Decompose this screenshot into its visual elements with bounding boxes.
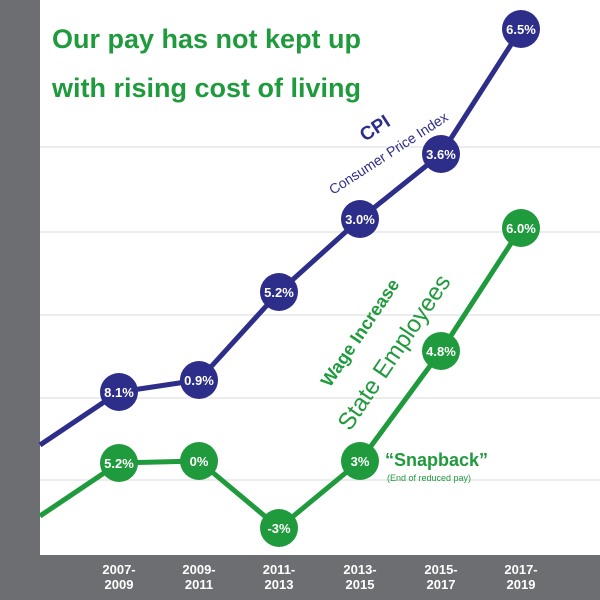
cpi-data-label: 3.6%	[426, 147, 456, 162]
category-axis-bar	[40, 555, 600, 600]
category-label: 2009-2011	[182, 562, 215, 592]
wage-data-label: 6.0%	[506, 221, 536, 236]
cpi-data-label: 8.1%	[104, 385, 134, 400]
cpi-data-label: 5.2%	[264, 285, 294, 300]
cpi-data-label: 3.0%	[345, 212, 375, 227]
category-labels: 2007-2009 2009-2011 2011-2013 2013-2015 2015…	[102, 562, 537, 592]
cpi-data-point	[422, 135, 460, 173]
cpi-data-point	[341, 200, 379, 238]
wage-data-label: -3%	[267, 521, 291, 536]
wage-data-point	[180, 442, 218, 480]
cpi-data-label: 0.9%	[184, 373, 214, 388]
series-layer: 8.1% 0.9% 5.2% 3.0% 3.6% 6.5% 5.2% 0% -3% 3% 4.8% 6…	[38, 10, 540, 547]
wage-data-point	[341, 442, 379, 480]
wage-data-label: 5.2%	[104, 456, 134, 471]
wage-data-point	[100, 444, 138, 482]
gridlines	[40, 146, 600, 481]
snapback-annotation-note: (End of reduced pay)	[387, 473, 471, 483]
category-label: 2015-2017	[424, 562, 457, 592]
category-label: 2007-2009	[102, 562, 135, 592]
wage-data-label: 4.8%	[426, 344, 456, 359]
wage-data-point	[260, 509, 298, 547]
snapback-annotation: “Snapback”	[385, 450, 488, 470]
cpi-data-point	[502, 10, 540, 48]
category-label: 2017-2019	[504, 562, 537, 592]
left-axis-bar	[0, 0, 40, 600]
cpi-data-point	[100, 373, 138, 411]
cpi-series-name: CPI	[356, 111, 394, 146]
category-label: 2011-2013	[263, 562, 296, 592]
wage-data-point	[422, 332, 460, 370]
chart-title-line-1: Our pay has not kept up	[52, 24, 361, 54]
wage-data-point	[502, 209, 540, 247]
category-label: 2013-2015	[343, 562, 376, 592]
chart-title-line-2: with rising cost of living	[51, 73, 361, 103]
wage-data-label: 0%	[190, 454, 209, 469]
cpi-data-label: 6.5%	[506, 22, 536, 37]
wage-data-label: 3%	[351, 454, 370, 469]
cpi-data-point	[260, 273, 298, 311]
cpi-data-point	[180, 361, 218, 399]
